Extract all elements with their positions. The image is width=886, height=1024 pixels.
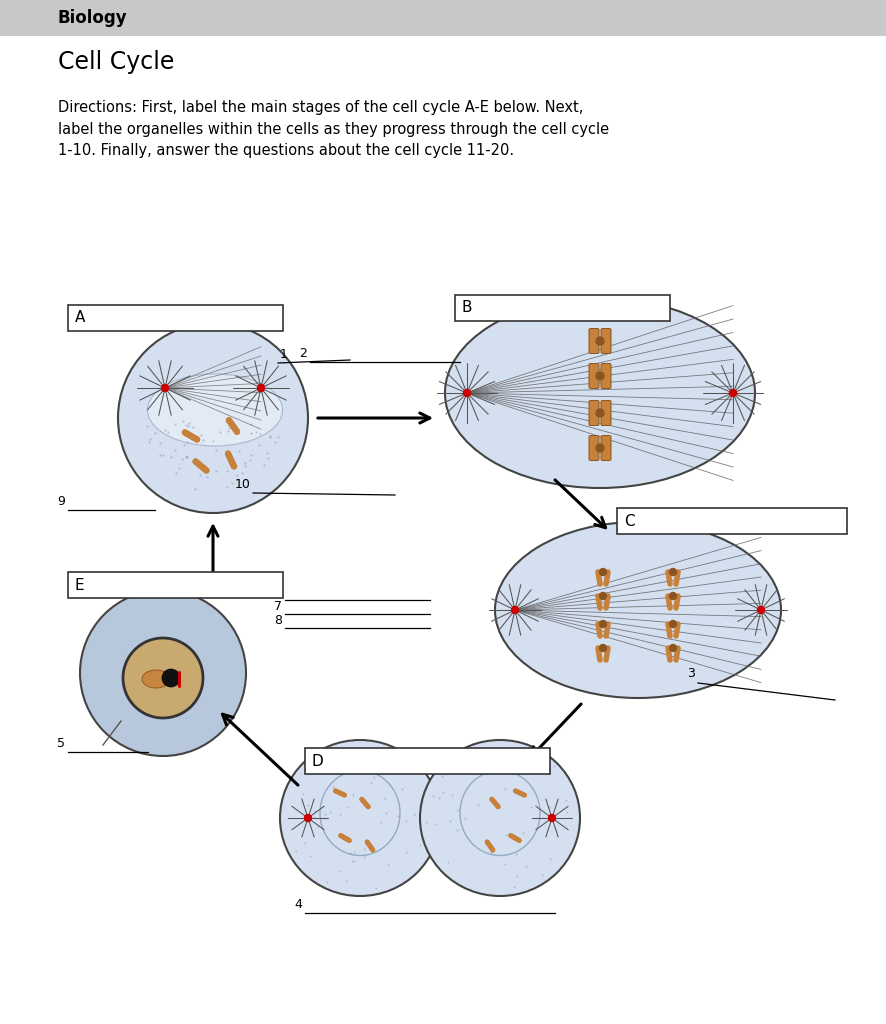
FancyBboxPatch shape xyxy=(68,572,283,598)
Text: B: B xyxy=(462,300,472,315)
FancyBboxPatch shape xyxy=(589,364,599,388)
Circle shape xyxy=(596,444,604,452)
FancyBboxPatch shape xyxy=(601,364,611,388)
Circle shape xyxy=(600,644,607,651)
FancyBboxPatch shape xyxy=(601,329,611,353)
Circle shape xyxy=(670,644,677,651)
Circle shape xyxy=(596,409,604,417)
Circle shape xyxy=(161,384,168,391)
Circle shape xyxy=(600,593,607,599)
Circle shape xyxy=(729,389,736,396)
Text: 6: 6 xyxy=(274,586,282,599)
FancyBboxPatch shape xyxy=(589,329,599,353)
Circle shape xyxy=(758,606,765,613)
Ellipse shape xyxy=(420,740,580,896)
FancyBboxPatch shape xyxy=(589,435,599,461)
Circle shape xyxy=(258,384,265,391)
Circle shape xyxy=(511,606,518,613)
Text: Biology: Biology xyxy=(58,9,128,27)
Circle shape xyxy=(600,568,607,575)
Text: 4: 4 xyxy=(294,898,302,911)
Circle shape xyxy=(596,372,604,380)
Text: E: E xyxy=(75,578,85,593)
FancyBboxPatch shape xyxy=(305,748,550,774)
Circle shape xyxy=(118,323,308,513)
Circle shape xyxy=(80,590,246,756)
Text: 8: 8 xyxy=(274,614,282,627)
Ellipse shape xyxy=(495,522,781,698)
Ellipse shape xyxy=(280,740,440,896)
Circle shape xyxy=(670,621,677,628)
FancyBboxPatch shape xyxy=(0,0,886,36)
Text: Directions: First, label the main stages of the cell cycle A-E below. Next,
labe: Directions: First, label the main stages… xyxy=(58,100,609,158)
Circle shape xyxy=(305,814,312,821)
Text: 3: 3 xyxy=(688,667,695,680)
Ellipse shape xyxy=(147,374,283,446)
FancyBboxPatch shape xyxy=(601,435,611,461)
Text: D: D xyxy=(312,754,323,768)
FancyBboxPatch shape xyxy=(455,295,670,321)
FancyBboxPatch shape xyxy=(589,400,599,426)
Text: 5: 5 xyxy=(57,737,65,750)
FancyBboxPatch shape xyxy=(601,400,611,426)
FancyBboxPatch shape xyxy=(617,508,847,534)
Text: C: C xyxy=(624,513,634,528)
Circle shape xyxy=(596,337,604,345)
Circle shape xyxy=(123,638,203,718)
Circle shape xyxy=(670,593,677,599)
Text: 10: 10 xyxy=(235,478,251,490)
Ellipse shape xyxy=(445,298,755,488)
Text: 9: 9 xyxy=(57,495,65,508)
Circle shape xyxy=(548,814,556,821)
FancyBboxPatch shape xyxy=(68,305,283,331)
Text: 7: 7 xyxy=(274,600,282,613)
Circle shape xyxy=(463,389,470,396)
Circle shape xyxy=(670,568,677,575)
Text: A: A xyxy=(75,310,85,326)
Circle shape xyxy=(162,669,180,687)
Text: Cell Cycle: Cell Cycle xyxy=(58,50,175,74)
Ellipse shape xyxy=(142,670,170,688)
Circle shape xyxy=(600,621,607,628)
Text: 1: 1 xyxy=(280,348,288,361)
Text: 2: 2 xyxy=(299,347,307,360)
